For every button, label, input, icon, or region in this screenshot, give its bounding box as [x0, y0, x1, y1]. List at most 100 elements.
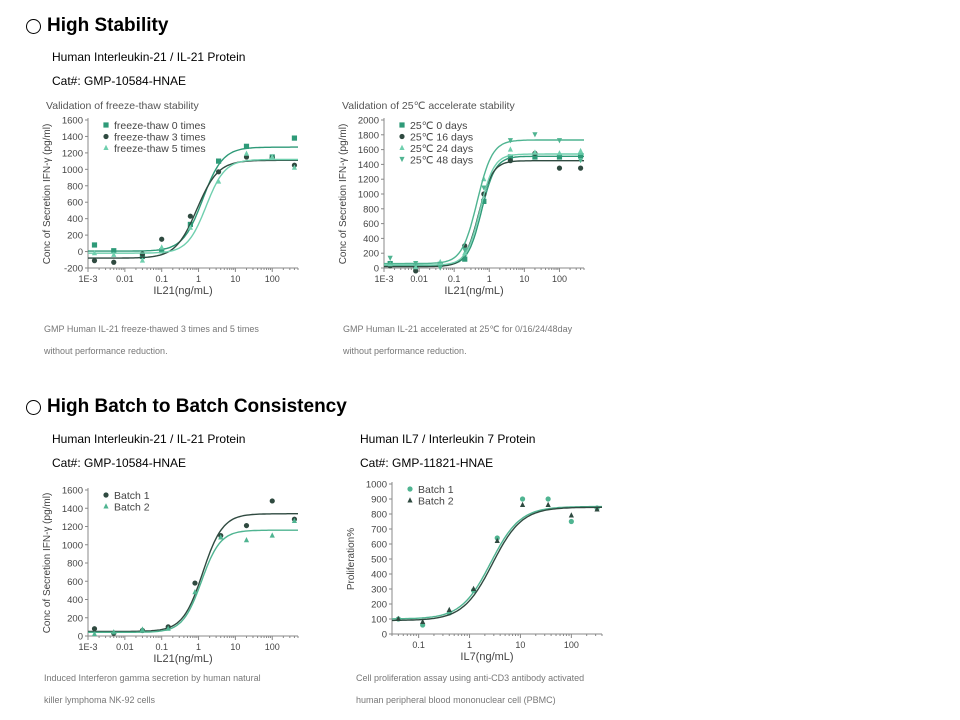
- legend-label: Batch 1: [418, 484, 454, 496]
- x-tick-label: 1E-3: [78, 642, 97, 652]
- circle-bullet-icon: [26, 399, 41, 415]
- caption-line: without performance reduction.: [343, 346, 467, 356]
- legend-label: 25℃ 48 days: [410, 155, 473, 167]
- y-tick-label: 500: [371, 555, 387, 566]
- series-line: [88, 146, 298, 252]
- data-point: [243, 143, 250, 149]
- data-point: [413, 264, 419, 270]
- caption-line: GMP Human IL-21 accelerated at 25℃ for 0…: [343, 324, 573, 334]
- data-point: [577, 152, 584, 159]
- y-tick-label: 1000: [366, 480, 387, 491]
- data-point: [159, 244, 165, 250]
- y-tick-label: 200: [371, 600, 387, 611]
- y-tick-label: 1000: [358, 190, 379, 201]
- y-tick-label: 300: [371, 585, 387, 596]
- data-point: [462, 256, 468, 262]
- x-tick-label: 0.1: [412, 640, 425, 650]
- data-point: [545, 496, 551, 502]
- y-tick-label: 1200: [62, 148, 83, 159]
- x-tick-label: 10: [230, 642, 240, 652]
- legend-marker: [399, 122, 405, 128]
- series-line: [88, 159, 298, 259]
- data-point: [111, 259, 117, 265]
- x-tick-label: 10: [230, 274, 240, 284]
- product-cat: Cat#: GMP-10584-HNAE: [52, 74, 187, 88]
- series-line: [88, 158, 298, 254]
- y-axis-label: Conc of Secretion IFN-γ (pg/ml): [42, 493, 53, 634]
- section-title-text: High Stability: [47, 15, 169, 36]
- x-tick-label: 0.1: [448, 274, 461, 284]
- x-tick-label: 1: [196, 274, 201, 284]
- legend-marker: [103, 503, 109, 509]
- series-1: [384, 150, 584, 274]
- y-tick-label: 0: [78, 632, 83, 643]
- y-tick-label: 1600: [62, 486, 83, 497]
- data-point: [556, 165, 563, 171]
- y-tick-label: 1600: [62, 116, 83, 127]
- data-point: [243, 150, 250, 156]
- data-point: [420, 618, 426, 624]
- series-line: [391, 505, 602, 620]
- y-tick-label: 2000: [358, 116, 379, 127]
- caption-batch-il21: Induced Interferon gamma secretion by hu…: [44, 667, 334, 711]
- data-point: [111, 629, 117, 635]
- data-point: [187, 213, 193, 219]
- data-point: [269, 153, 275, 159]
- data-point: [462, 247, 468, 253]
- data-point: [556, 154, 563, 160]
- caption-freeze-thaw: GMP Human IL-21 freeze-thawed 3 times an…: [44, 318, 334, 362]
- data-point: [481, 198, 487, 204]
- data-point: [91, 630, 98, 637]
- data-point: [165, 625, 171, 631]
- data-point: [532, 149, 538, 155]
- legend-label: Batch 1: [114, 490, 150, 502]
- legend-label: 25℃ 16 days: [410, 132, 473, 144]
- data-point: [413, 268, 419, 274]
- data-point: [494, 537, 500, 543]
- y-tick-label: 700: [371, 525, 387, 536]
- data-point: [192, 589, 198, 595]
- data-point: [91, 250, 98, 256]
- product-name: Human Interleukin-21 / IL-21 Protein: [52, 432, 246, 446]
- x-axis-label: IL21(ng/mL): [153, 285, 212, 297]
- y-tick-label: 400: [363, 234, 379, 245]
- data-point: [243, 522, 250, 529]
- chart-freeze-thaw: Validation of freeze-thaw stability -200 0…: [42, 100, 299, 297]
- data-point: [269, 532, 275, 538]
- data-point: [413, 260, 419, 267]
- y-tick-label: 800: [67, 559, 83, 570]
- data-point: [446, 606, 452, 612]
- section-title-text: High Batch to Batch Consistency: [47, 396, 347, 417]
- product-name: Human Interleukin-21 / IL-21 Protein: [52, 50, 246, 64]
- data-point: [218, 534, 224, 540]
- data-point: [437, 265, 443, 271]
- data-point: [532, 154, 538, 160]
- legend-label: Batch 2: [114, 502, 150, 514]
- series-2: [88, 150, 298, 263]
- legend-label: freeze-thaw 3 times: [114, 132, 206, 144]
- y-tick-label: 600: [363, 219, 379, 230]
- x-tick-label: 1E-3: [374, 274, 393, 284]
- series-0: [384, 152, 584, 269]
- y-tick-label: 800: [363, 204, 379, 215]
- x-tick-label: 100: [265, 274, 280, 284]
- data-point: [532, 132, 538, 138]
- chart-batch-il21: 0 200 400 600 800 1000 1200 1400 1600 1E-3 0.01 0.1…: [42, 486, 299, 665]
- legend-marker: [399, 144, 405, 150]
- y-tick-label: 1000: [62, 540, 83, 551]
- y-axis-label: Conc of Secretion IFN-γ (pg/ml): [338, 124, 349, 265]
- y-tick-label: 400: [67, 214, 83, 225]
- data-point: [192, 580, 198, 586]
- section-title-batch: High Batch to Batch Consistency: [26, 396, 347, 418]
- data-point: [139, 626, 146, 632]
- data-point: [507, 154, 514, 160]
- y-tick-label: 200: [67, 613, 83, 624]
- x-tick-label: 10: [519, 274, 529, 284]
- x-tick-label: 1: [196, 642, 201, 652]
- x-tick-label: 100: [552, 274, 567, 284]
- x-tick-label: 1: [467, 640, 472, 650]
- series-line: [88, 529, 298, 633]
- data-point: [594, 506, 600, 512]
- x-tick-label: 0.1: [155, 642, 168, 652]
- chart-title: Validation of 25℃ accelerate stability: [342, 100, 515, 112]
